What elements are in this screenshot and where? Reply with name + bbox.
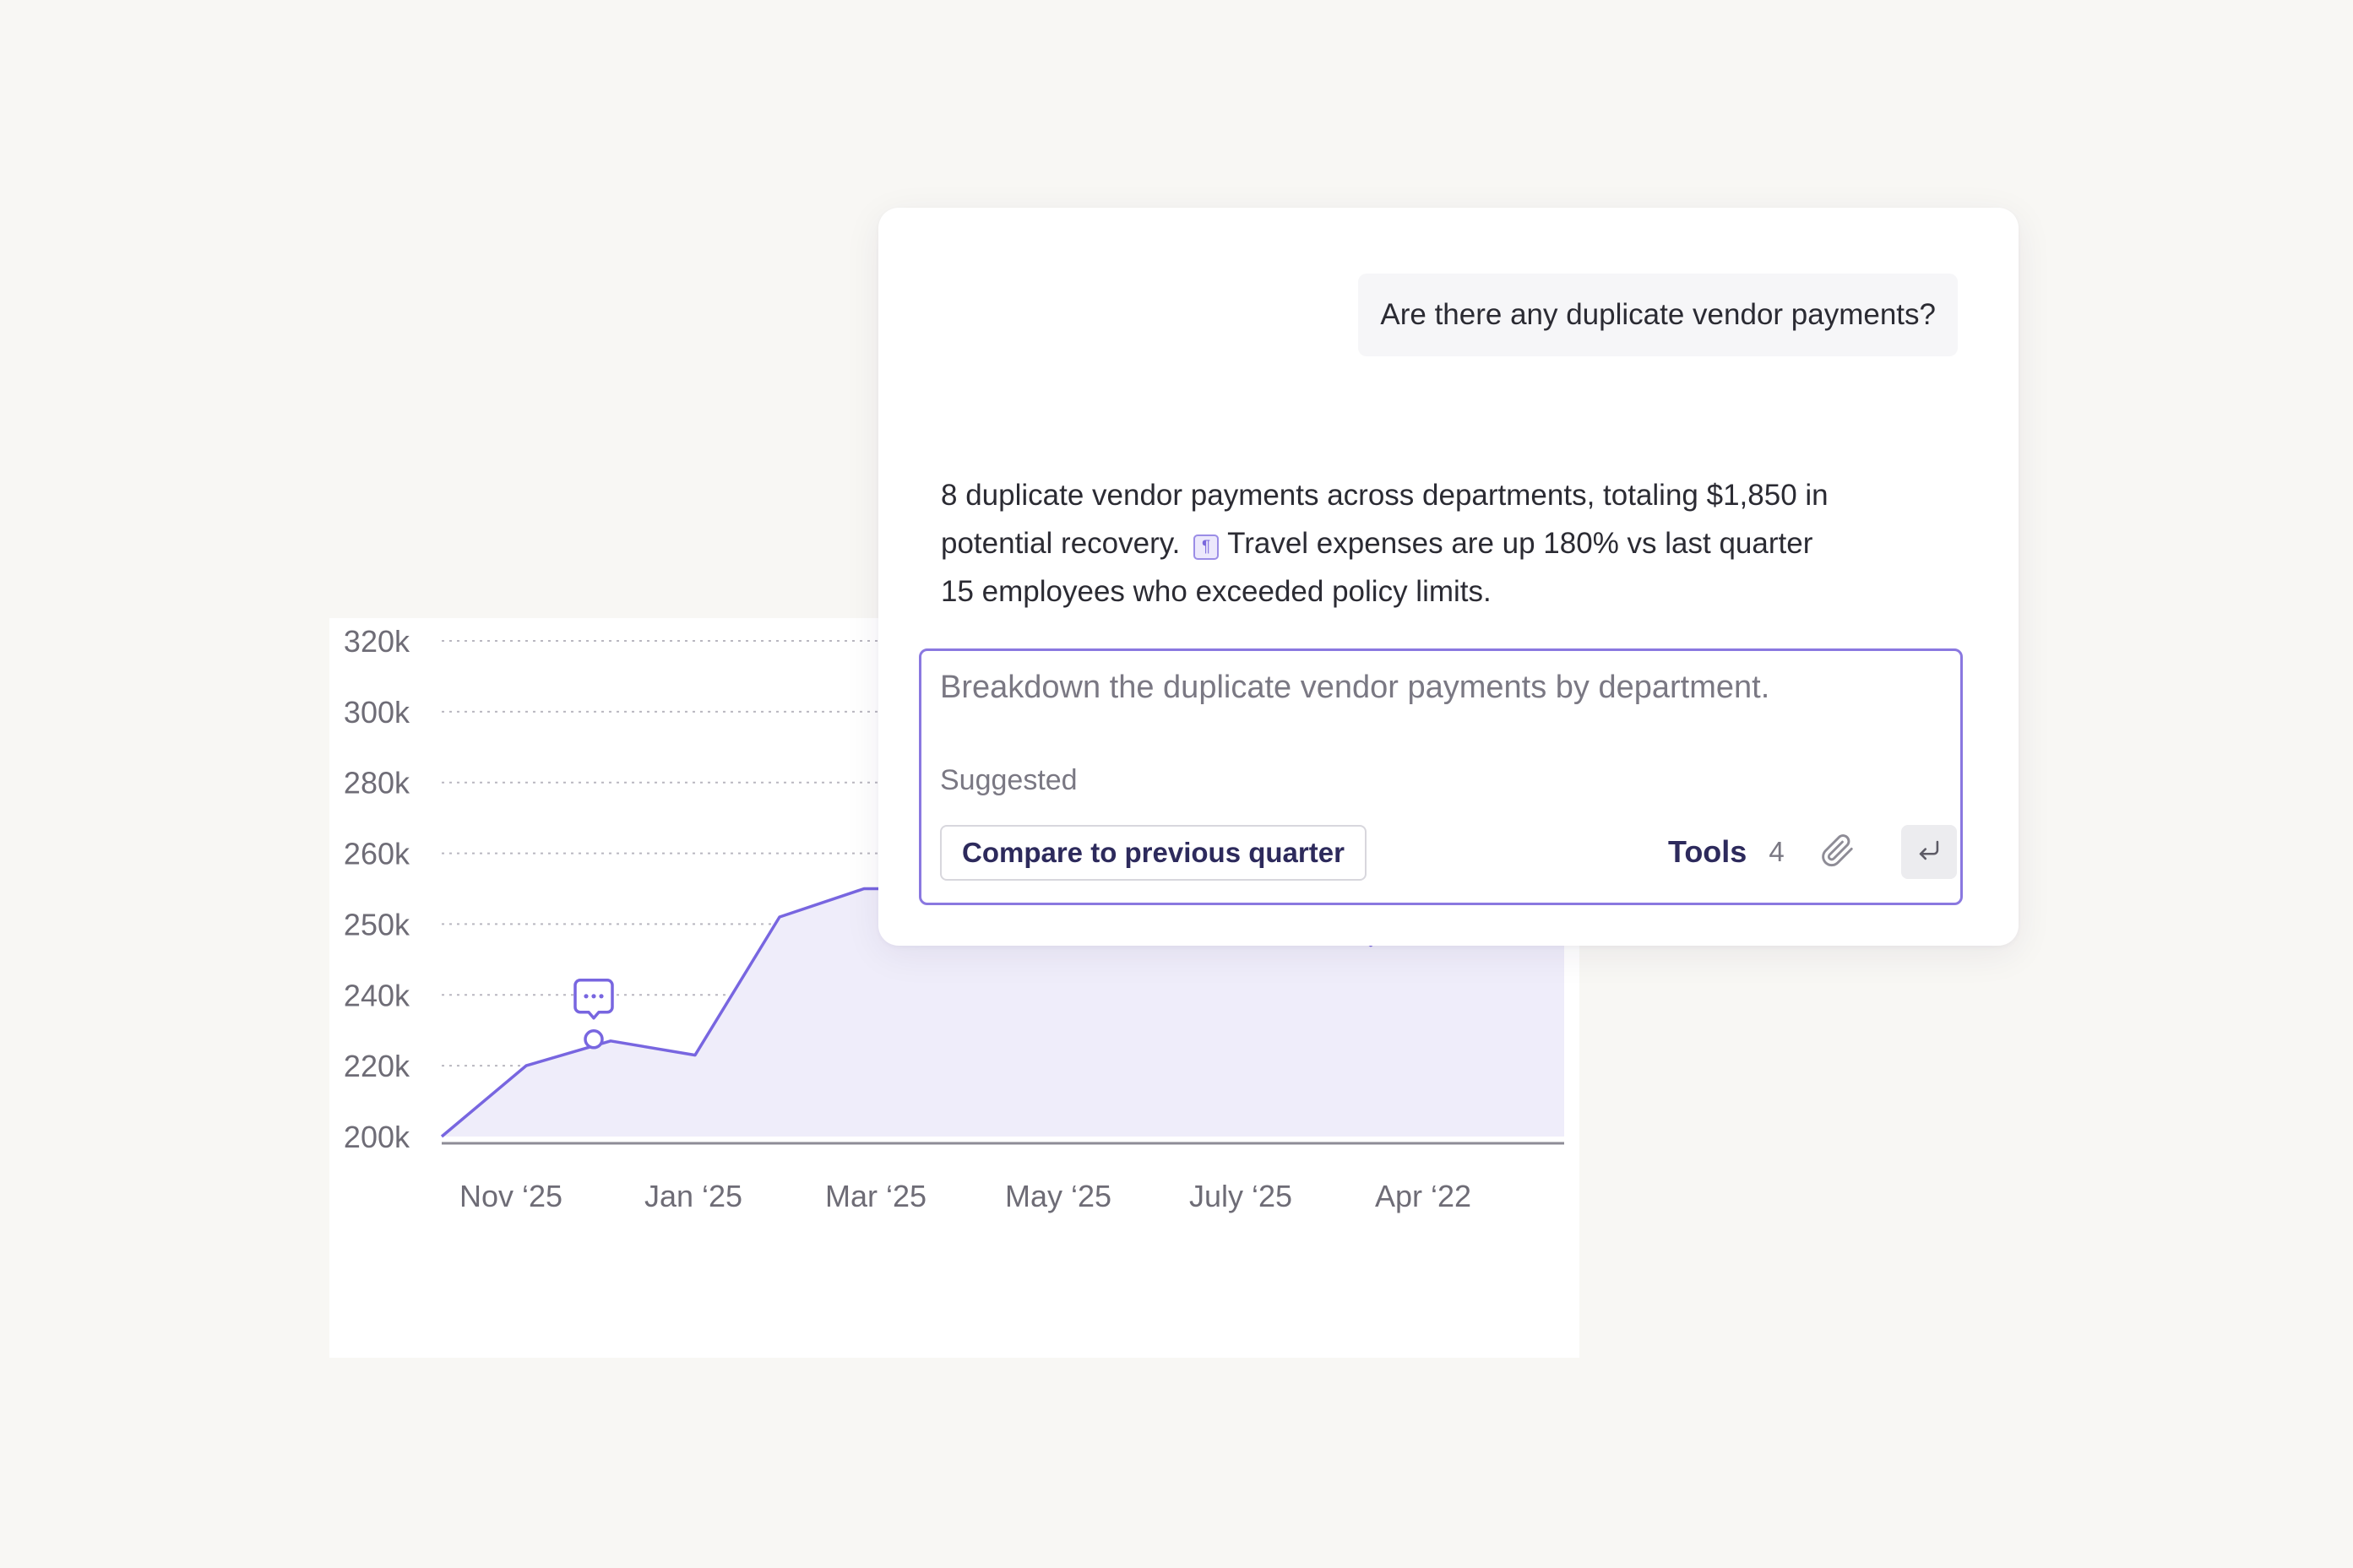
prompt-input[interactable] xyxy=(940,670,1920,706)
user-message-bubble: Are there any duplicate vendor payments? xyxy=(1358,274,1958,356)
y-tick-label: 240k xyxy=(344,978,410,1012)
suggested-label: Suggested xyxy=(940,764,1078,796)
assistant-line-3: 15 employees who exceeded policy limits. xyxy=(941,575,1492,608)
comment-bubble-icon xyxy=(573,979,614,1020)
comment-bubble-dot xyxy=(584,994,589,999)
y-tick-label: 200k xyxy=(344,1120,410,1154)
y-axis: 320k 300k 280k 260k 250k 240k 220k 200k xyxy=(344,624,410,1154)
comment-bubble-dot xyxy=(599,994,604,999)
y-tick-label: 320k xyxy=(344,624,410,659)
chart-annotation-layer xyxy=(573,979,614,1050)
comment-bubble-shape xyxy=(573,979,614,1020)
chat-panel: Are there any duplicate vendor payments?… xyxy=(878,208,2019,946)
send-button[interactable] xyxy=(1901,825,1957,879)
x-tick-label: Nov ‘25 xyxy=(459,1179,562,1213)
user-message-text: Are there any duplicate vendor payments? xyxy=(1380,298,1936,331)
assistant-line-2-text: potential recovery. xyxy=(941,527,1181,560)
prompt-composer: Suggested Compare to previous quarter To… xyxy=(919,648,1963,905)
y-tick-label: 250k xyxy=(344,907,410,941)
x-tick-label: Apr ‘22 xyxy=(1375,1179,1471,1213)
tools-label: Tools xyxy=(1668,834,1747,869)
data-point-marker xyxy=(584,1029,604,1050)
return-arrow-icon xyxy=(1915,836,1943,869)
comment-bubble-dot xyxy=(591,994,596,999)
x-tick-label: Mar ‘25 xyxy=(825,1179,927,1213)
x-tick-label: Jan ‘25 xyxy=(644,1179,742,1213)
y-tick-label: 300k xyxy=(344,695,410,730)
assistant-message: 8 duplicate vendor payments across depar… xyxy=(941,471,1980,616)
tools-button[interactable]: Tools 4 xyxy=(1668,825,1785,879)
paragraph-citation-icon[interactable]: ¶ xyxy=(1193,534,1220,560)
x-tick-label: May ‘25 xyxy=(1005,1179,1111,1213)
assistant-line-2: potential recovery. ¶ Travel expenses are… xyxy=(941,519,1980,567)
tools-count: 4 xyxy=(1769,836,1785,867)
y-tick-label: 220k xyxy=(344,1049,410,1083)
attach-button[interactable] xyxy=(1813,828,1861,876)
assistant-line-1: 8 duplicate vendor payments across depar… xyxy=(941,479,1829,512)
paperclip-icon xyxy=(1818,832,1856,873)
chart-area-fill xyxy=(442,888,1564,1137)
y-tick-label: 280k xyxy=(344,766,410,800)
area-chart: 320k 300k 280k 260k 250k 240k 220k 200k Nov ‘25… xyxy=(344,624,1564,1213)
suggestion-label: Compare to previous quarter xyxy=(962,837,1345,868)
x-tick-label: July ‘25 xyxy=(1189,1179,1292,1213)
x-axis: Nov ‘25 Jan ‘25 Mar ‘25 May ‘25 July ‘25 Apr … xyxy=(459,1179,1471,1213)
assistant-line-2b-text: Travel expenses are up 180% vs last quar… xyxy=(1227,527,1813,560)
suggestion-compare-previous-quarter[interactable]: Compare to previous quarter xyxy=(940,825,1367,881)
y-tick-label: 260k xyxy=(344,837,410,871)
